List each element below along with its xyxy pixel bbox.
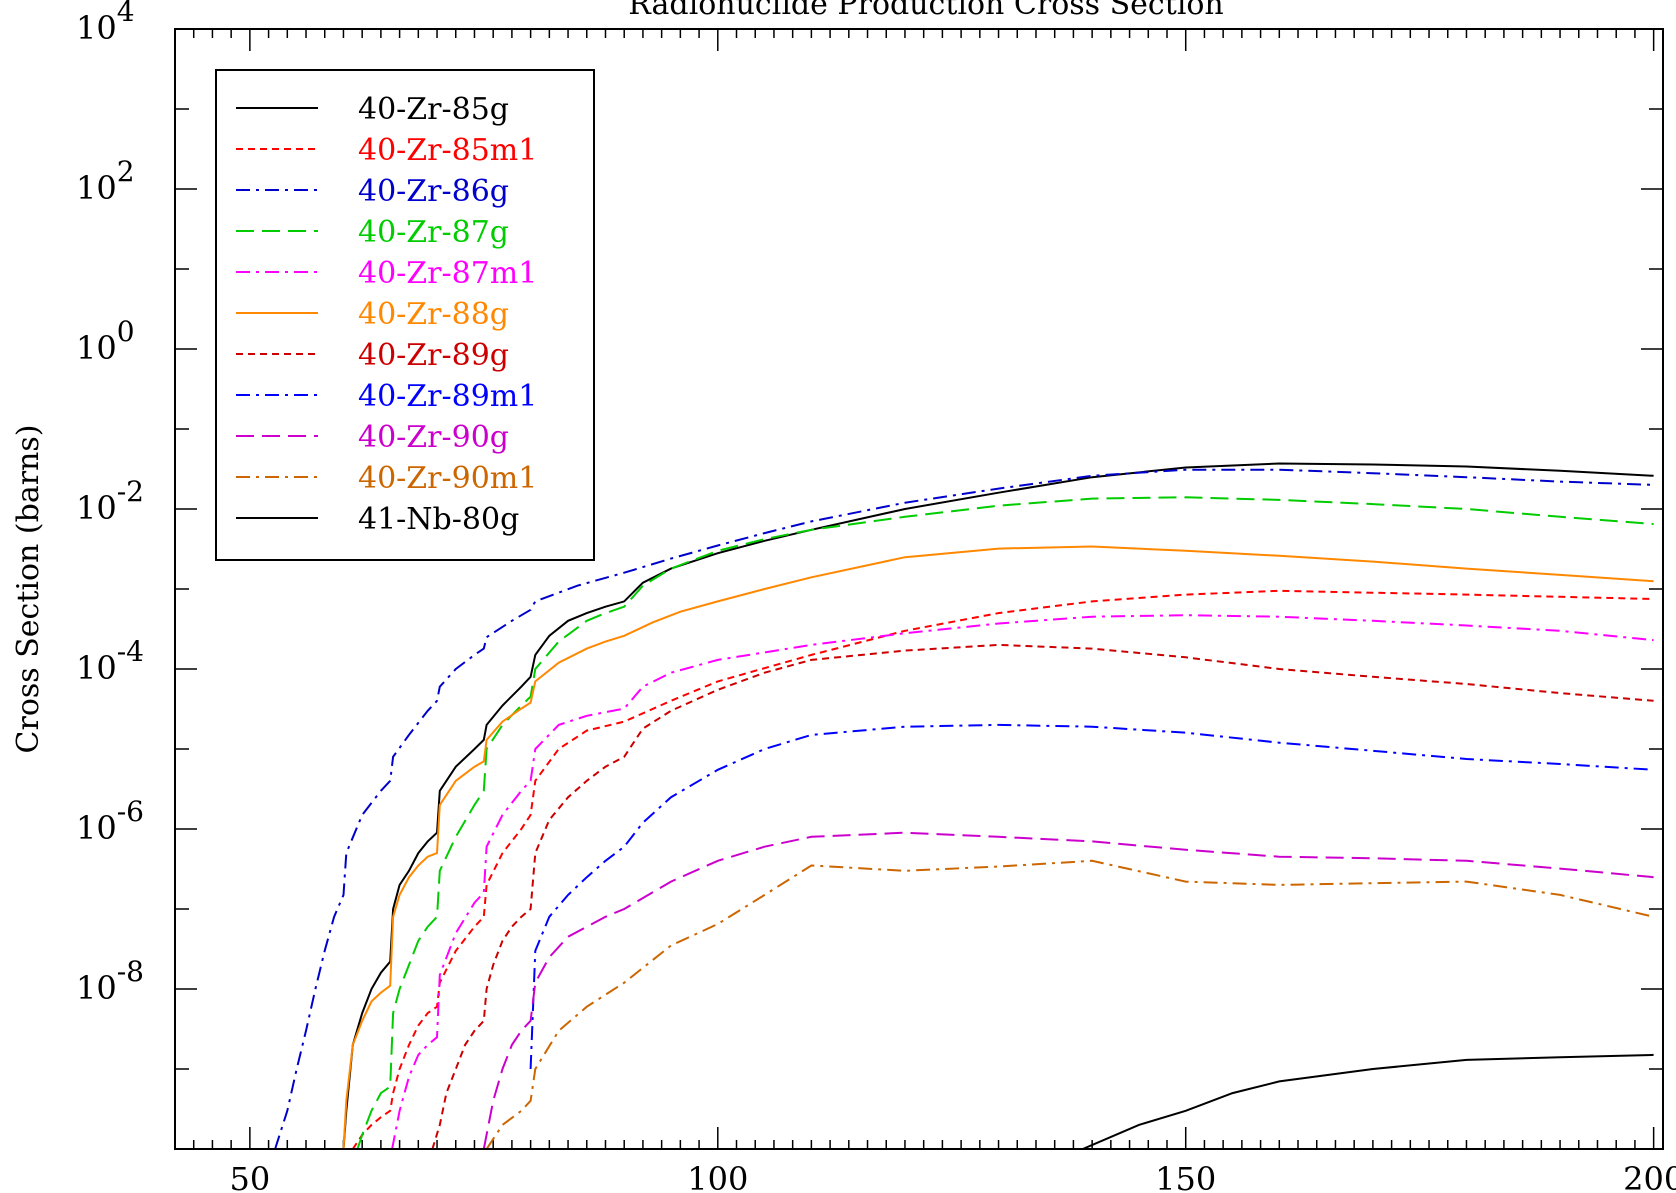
x-tick-label: 200 (1623, 1160, 1676, 1193)
series-line-40-Zr-86g (274, 468, 1654, 1149)
legend-label: 40-Zr-89m1 (358, 379, 537, 414)
series-line-40-Zr-90m1 (485, 859, 1654, 1149)
y-tick-label: 10-8 (76, 955, 144, 1007)
legend-label: 40-Zr-89g (358, 338, 509, 373)
y-tick-label: 10-4 (76, 635, 144, 687)
series-line-40-Zr-85m1 (351, 589, 1654, 1149)
x-tick-label: 150 (1155, 1160, 1216, 1193)
legend-label: 40-Zr-85m1 (358, 133, 537, 168)
y-tick-label: 104 (76, 0, 135, 47)
legend-label: 40-Zr-87g (358, 215, 509, 250)
x-tick-label: 100 (687, 1160, 748, 1193)
y-tick-label: 102 (76, 155, 135, 207)
plot-frame (174, 28, 1664, 1150)
axis-ticks (175, 28, 1663, 1149)
series-line-40-Zr-85g (342, 462, 1654, 1149)
legend-label: 40-Zr-90g (358, 420, 509, 455)
legend: 40-Zr-85g 40-Zr-85m1 40-Zr-86g 40-Zr-87g 40-… (215, 69, 595, 561)
legend-label: 40-Zr-88g (358, 297, 509, 332)
y-tick-label: 10-6 (76, 795, 144, 847)
series-line-40-Zr-88g (342, 545, 1654, 1149)
y-tick-label: 100 (76, 315, 135, 367)
series-line-40-Zr-89g (431, 643, 1654, 1149)
series-line-40-Zr-87m1 (391, 614, 1654, 1149)
legend-box (215, 69, 595, 561)
series-line-40-Zr-90g (482, 831, 1654, 1149)
chart-title: Radionuclide Production Cross Section (628, 0, 1223, 22)
y-tick-label: 10-2 (76, 475, 144, 527)
legend-label: 41-Nb-80g (358, 502, 519, 537)
legend-label: 40-Zr-87m1 (358, 256, 537, 291)
y-axis-label: Cross Section (barns) (11, 425, 46, 754)
legend-label: 40-Zr-85g (358, 92, 509, 127)
legend-label: 40-Zr-90m1 (358, 461, 537, 496)
legend-label: 40-Zr-86g (358, 174, 509, 209)
tick-labels: 50 100 150 200 104 102 100 10-2 10-4 10-6 10-8 (76, 0, 1676, 1193)
x-tick-label: 50 (230, 1160, 271, 1193)
series-line-41-Nb-80g (1082, 1053, 1654, 1149)
series-lines (274, 462, 1654, 1149)
series-line-40-Zr-89m1 (529, 723, 1654, 1070)
